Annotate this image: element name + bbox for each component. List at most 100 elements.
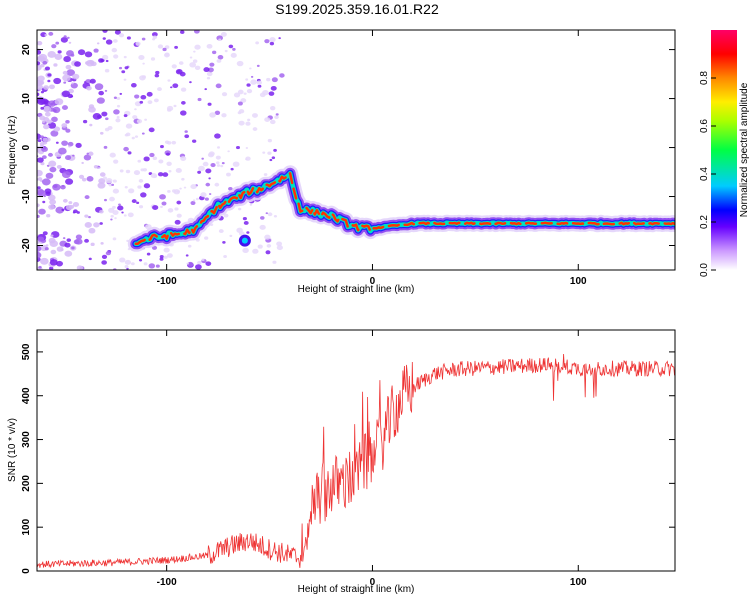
spectrogram-speckle [266, 77, 271, 82]
spectrogram-speckle [222, 241, 226, 244]
spectrogram-speckle [138, 54, 145, 60]
spectrogram-speckle [74, 238, 83, 245]
spectrogram-speckle [116, 104, 121, 108]
spectrogram-speckle [37, 50, 42, 55]
spectrogram-speckle [249, 203, 253, 206]
spectrogram-speckle [174, 219, 181, 225]
spectrogram-speckle [92, 113, 102, 120]
spectrogram-speckle [97, 166, 101, 169]
spectrogram-speckle [123, 55, 127, 59]
spectrogram-speckle [204, 236, 209, 240]
spectrogram-speckle [139, 75, 146, 81]
spectrogram-speckle [89, 123, 93, 127]
spectrogram-speckle [264, 39, 270, 44]
spectrogram-speckle [48, 160, 57, 167]
spectrogram-speckle [124, 265, 129, 269]
spectrogram-speckle [221, 113, 227, 118]
spectrogram-speckle [88, 151, 94, 156]
spectrogram-speckle [160, 145, 164, 149]
spectrogram-speckle [163, 247, 170, 253]
spectrogram-speckle [218, 38, 222, 41]
spectrogram-speckle [215, 83, 222, 89]
spectrogram-speckle [72, 202, 80, 207]
spectrogram-speckle [128, 188, 135, 194]
spectrogram-speckle [77, 49, 86, 56]
spectrogram-speckle [138, 205, 144, 209]
colorbar-ticks: 0.0 0.2 0.4 0.6 0.8 [699, 71, 716, 277]
spectrogram-speckle [203, 67, 210, 73]
spectrogram-speckle [50, 234, 54, 237]
spectrogram-x-ticks: -100 0 100 [157, 30, 587, 287]
spectrogram-speckle [49, 166, 57, 173]
spectrogram-speckle [207, 102, 212, 106]
spectrogram-speckle [118, 203, 121, 206]
spectrogram-speckle [108, 207, 115, 213]
spectrogram-speckle [149, 152, 155, 158]
spectrogram-speckle [278, 37, 281, 40]
spectrogram-speckle [113, 39, 118, 43]
spectrogram-speckle [170, 86, 173, 89]
spectrogram-speckle [53, 77, 62, 85]
spectrogram-speckle [72, 73, 80, 80]
spectrogram-speckle [56, 246, 64, 252]
spectrogram-speckle [216, 161, 220, 165]
spectrogram-speckle [37, 40, 43, 46]
spectrogram-speckle [113, 54, 119, 59]
spectrogram-speckle [49, 240, 59, 248]
spectrogram-speckle [47, 122, 57, 129]
spectrogram-speckle [38, 80, 45, 85]
spectrogram-speckle [198, 165, 205, 172]
spectrogram-speckle [111, 47, 118, 53]
spectrogram-speckle [93, 48, 99, 53]
spectrogram-speckle [249, 67, 252, 70]
spectrogram-speckle [271, 77, 278, 83]
spectrogram-speckle [194, 65, 201, 71]
spectrogram-speckle [245, 147, 249, 149]
spectrogram-speckle [181, 101, 186, 105]
spectrogram-speckle [86, 85, 92, 91]
spectrogram-speckle [37, 214, 40, 218]
spectrogram-speckle [167, 189, 171, 193]
spectrogram-speckle [132, 115, 138, 120]
spectrogram-speckle [76, 265, 84, 270]
spectrogram-speckle [235, 145, 240, 150]
spectrogram-speckle [51, 116, 58, 122]
spectrogram-speckle [37, 139, 42, 143]
spectrogram-speckle [250, 79, 257, 85]
spectrogram-speckle [265, 250, 271, 255]
spectrogram-speckle [47, 51, 56, 58]
spectrogram-speckle [121, 70, 126, 74]
spectrogram-noise [37, 30, 285, 270]
spectrogram-speckle [63, 35, 67, 38]
spectrogram-speckle [246, 231, 250, 234]
spectrogram-speckle [195, 264, 202, 270]
spectrogram-speckle [185, 254, 189, 257]
spectrogram-speckle [155, 264, 160, 268]
spectrogram-speckle [159, 194, 166, 200]
spectrogram-speckle [221, 161, 225, 165]
spectrogram-speckle [262, 89, 269, 96]
spectrogram-speckle [153, 175, 157, 178]
spectrogram-speckle [192, 139, 197, 143]
spectrogram-speckle [197, 170, 202, 174]
colorbar: 0.0 0.2 0.4 0.6 0.8 Normalized spectral ampl… [699, 30, 750, 277]
spectrogram-speckle [167, 79, 171, 82]
spectrogram-speckle [157, 87, 162, 92]
spectrogram-speckle [72, 211, 76, 214]
spectrogram-speckle [217, 54, 224, 60]
spectrogram-speckle [52, 183, 61, 191]
spectrogram-speckle [65, 178, 74, 185]
spectrogram-speckle [78, 174, 85, 179]
snr-x-label: Height of straight line (km) [298, 584, 415, 595]
spectrogram-speckle [147, 100, 153, 105]
spectrogram-speckle [243, 92, 247, 95]
spectrogram-speckle [66, 238, 71, 242]
spectrogram-speckle [43, 85, 50, 90]
spectrogram-speckle [220, 164, 224, 168]
spectrogram-speckle [180, 156, 187, 161]
spectrogram-speckle [124, 133, 129, 137]
spectrogram-speckle [157, 172, 164, 177]
spectrogram-speckle [67, 141, 74, 147]
snr-x-tick-label: 100 [570, 577, 587, 588]
